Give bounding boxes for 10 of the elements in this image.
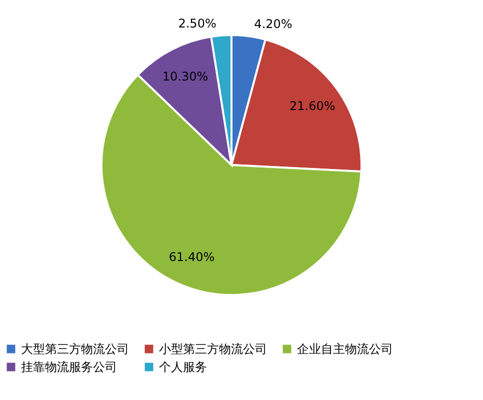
legend-label: 大型第三方物流公司 (21, 342, 129, 356)
data-label: 4.20% (254, 17, 292, 32)
legend-label: 小型第三方物流公司 (159, 342, 267, 356)
legend-label: 企业自主物流公司 (297, 342, 393, 356)
data-label: 21.60% (290, 99, 336, 114)
legend-label: 个人服务 (159, 360, 207, 374)
data-label: 10.30% (162, 69, 208, 84)
legend-label: 挂靠物流服务公司 (21, 360, 117, 374)
data-label: 2.50% (178, 16, 216, 30)
data-label: 61.40% (168, 250, 215, 264)
